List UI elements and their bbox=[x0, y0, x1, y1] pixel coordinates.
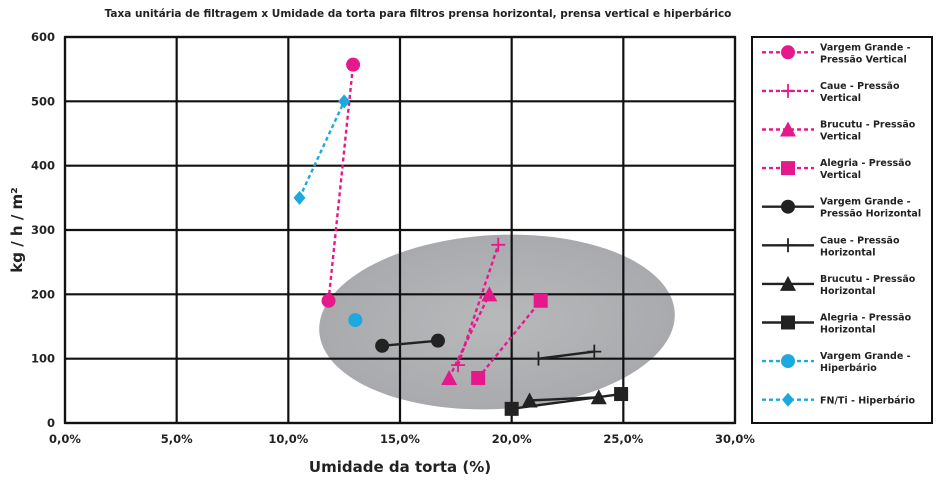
legend-label: Alegria - Pressão Horizontal bbox=[820, 313, 912, 336]
x-tick-label: 0,0% bbox=[49, 432, 81, 446]
legend-marker bbox=[781, 315, 795, 330]
data-point bbox=[587, 344, 602, 359]
y-tick-label: 500 bbox=[31, 94, 55, 108]
legend-marker bbox=[781, 238, 795, 253]
legend-item: Vargem Grande -Hiperbário bbox=[762, 351, 911, 374]
series-line-2 bbox=[448, 293, 491, 379]
highlight-ellipse bbox=[319, 234, 675, 410]
legend-item: Vargem Grande -Pressão Horizontal bbox=[762, 197, 921, 220]
legend-label: Alegria - Pressão Vertical bbox=[820, 158, 912, 181]
legend-item: Caue - Pressão Vertical bbox=[762, 81, 900, 104]
legend-marker bbox=[780, 275, 796, 291]
data-point bbox=[481, 286, 498, 302]
legend-item: Caue - Pressão Horizontal bbox=[762, 235, 900, 258]
legend-marker bbox=[781, 45, 795, 60]
legend-marker bbox=[781, 354, 795, 369]
legend-item: Alegria - Pressão Horizontal bbox=[762, 313, 912, 336]
legend-marker bbox=[781, 199, 795, 214]
legend-label: Brucutu - Pressão Horizontal bbox=[820, 274, 916, 297]
legend-marker bbox=[782, 392, 794, 407]
x-tick-label: 20,0% bbox=[492, 432, 532, 446]
data-point bbox=[491, 237, 506, 252]
data-point bbox=[451, 358, 466, 373]
y-tick-label: 400 bbox=[31, 159, 55, 173]
data-point bbox=[346, 57, 361, 72]
x-tick-label: 5,0% bbox=[161, 432, 193, 446]
data-point bbox=[293, 190, 306, 205]
data-point bbox=[531, 351, 546, 366]
data-point bbox=[614, 387, 629, 402]
x-tick-label: 15,0% bbox=[380, 432, 420, 446]
series-line-5 bbox=[538, 350, 595, 360]
legend-item: Brucutu - Pressão Horizontal bbox=[762, 274, 916, 297]
data-point bbox=[441, 369, 458, 385]
data-point bbox=[430, 333, 445, 348]
data-point bbox=[533, 293, 548, 308]
data-point bbox=[321, 293, 336, 308]
y-axis-label: kg / h / m² bbox=[8, 187, 26, 272]
data-point bbox=[375, 338, 390, 353]
data-point bbox=[338, 94, 351, 109]
legend-label: Vargem Grande -Pressão Horizontal bbox=[820, 197, 921, 220]
series-line-0 bbox=[327, 64, 355, 301]
legend-label: Brucutu - Pressão Vertical bbox=[820, 120, 916, 143]
legend-item: FN/Ti - Hiperbário bbox=[762, 392, 915, 407]
data-point bbox=[348, 313, 363, 328]
y-tick-label: 600 bbox=[31, 30, 55, 44]
y-tick-label: 300 bbox=[31, 223, 55, 237]
x-axis-label: Umidade da torta (%) bbox=[309, 458, 491, 476]
legend-item: Brucutu - Pressão Vertical bbox=[762, 120, 916, 143]
y-tick-label: 200 bbox=[31, 287, 55, 301]
legend-label: Vargem Grande -Hiperbário bbox=[820, 351, 911, 374]
series-line-4 bbox=[382, 339, 439, 347]
legend-marker bbox=[780, 121, 796, 137]
legend-label: Vargem Grande -Pressão Vertical bbox=[820, 42, 911, 65]
legend-marker bbox=[781, 83, 795, 98]
plot-border bbox=[63, 35, 737, 425]
x-tick-label: 30,0% bbox=[715, 432, 755, 446]
y-tick-label: 100 bbox=[31, 352, 55, 366]
legend-label: FN/Ti - Hiperbário bbox=[820, 396, 915, 407]
legend-item: Vargem Grande -Pressão Vertical bbox=[762, 42, 911, 65]
legend-label: Caue - Pressão Vertical bbox=[820, 81, 900, 104]
legend-label: Caue - Pressão Horizontal bbox=[820, 235, 900, 258]
series-line-3 bbox=[477, 300, 542, 379]
legend-item: Alegria - Pressão Vertical bbox=[762, 158, 912, 181]
x-tick-label: 10,0% bbox=[268, 432, 308, 446]
data-point bbox=[504, 401, 519, 416]
chart-title: Taxa unitária de filtragem x Umidade da … bbox=[105, 8, 732, 20]
data-point bbox=[471, 370, 486, 385]
data-point bbox=[521, 392, 538, 408]
legend-marker bbox=[781, 161, 795, 176]
x-tick-label: 25,0% bbox=[603, 432, 643, 446]
y-tick-label: 0 bbox=[47, 416, 55, 430]
series-line-7 bbox=[511, 392, 622, 411]
series-line-9 bbox=[298, 100, 346, 199]
